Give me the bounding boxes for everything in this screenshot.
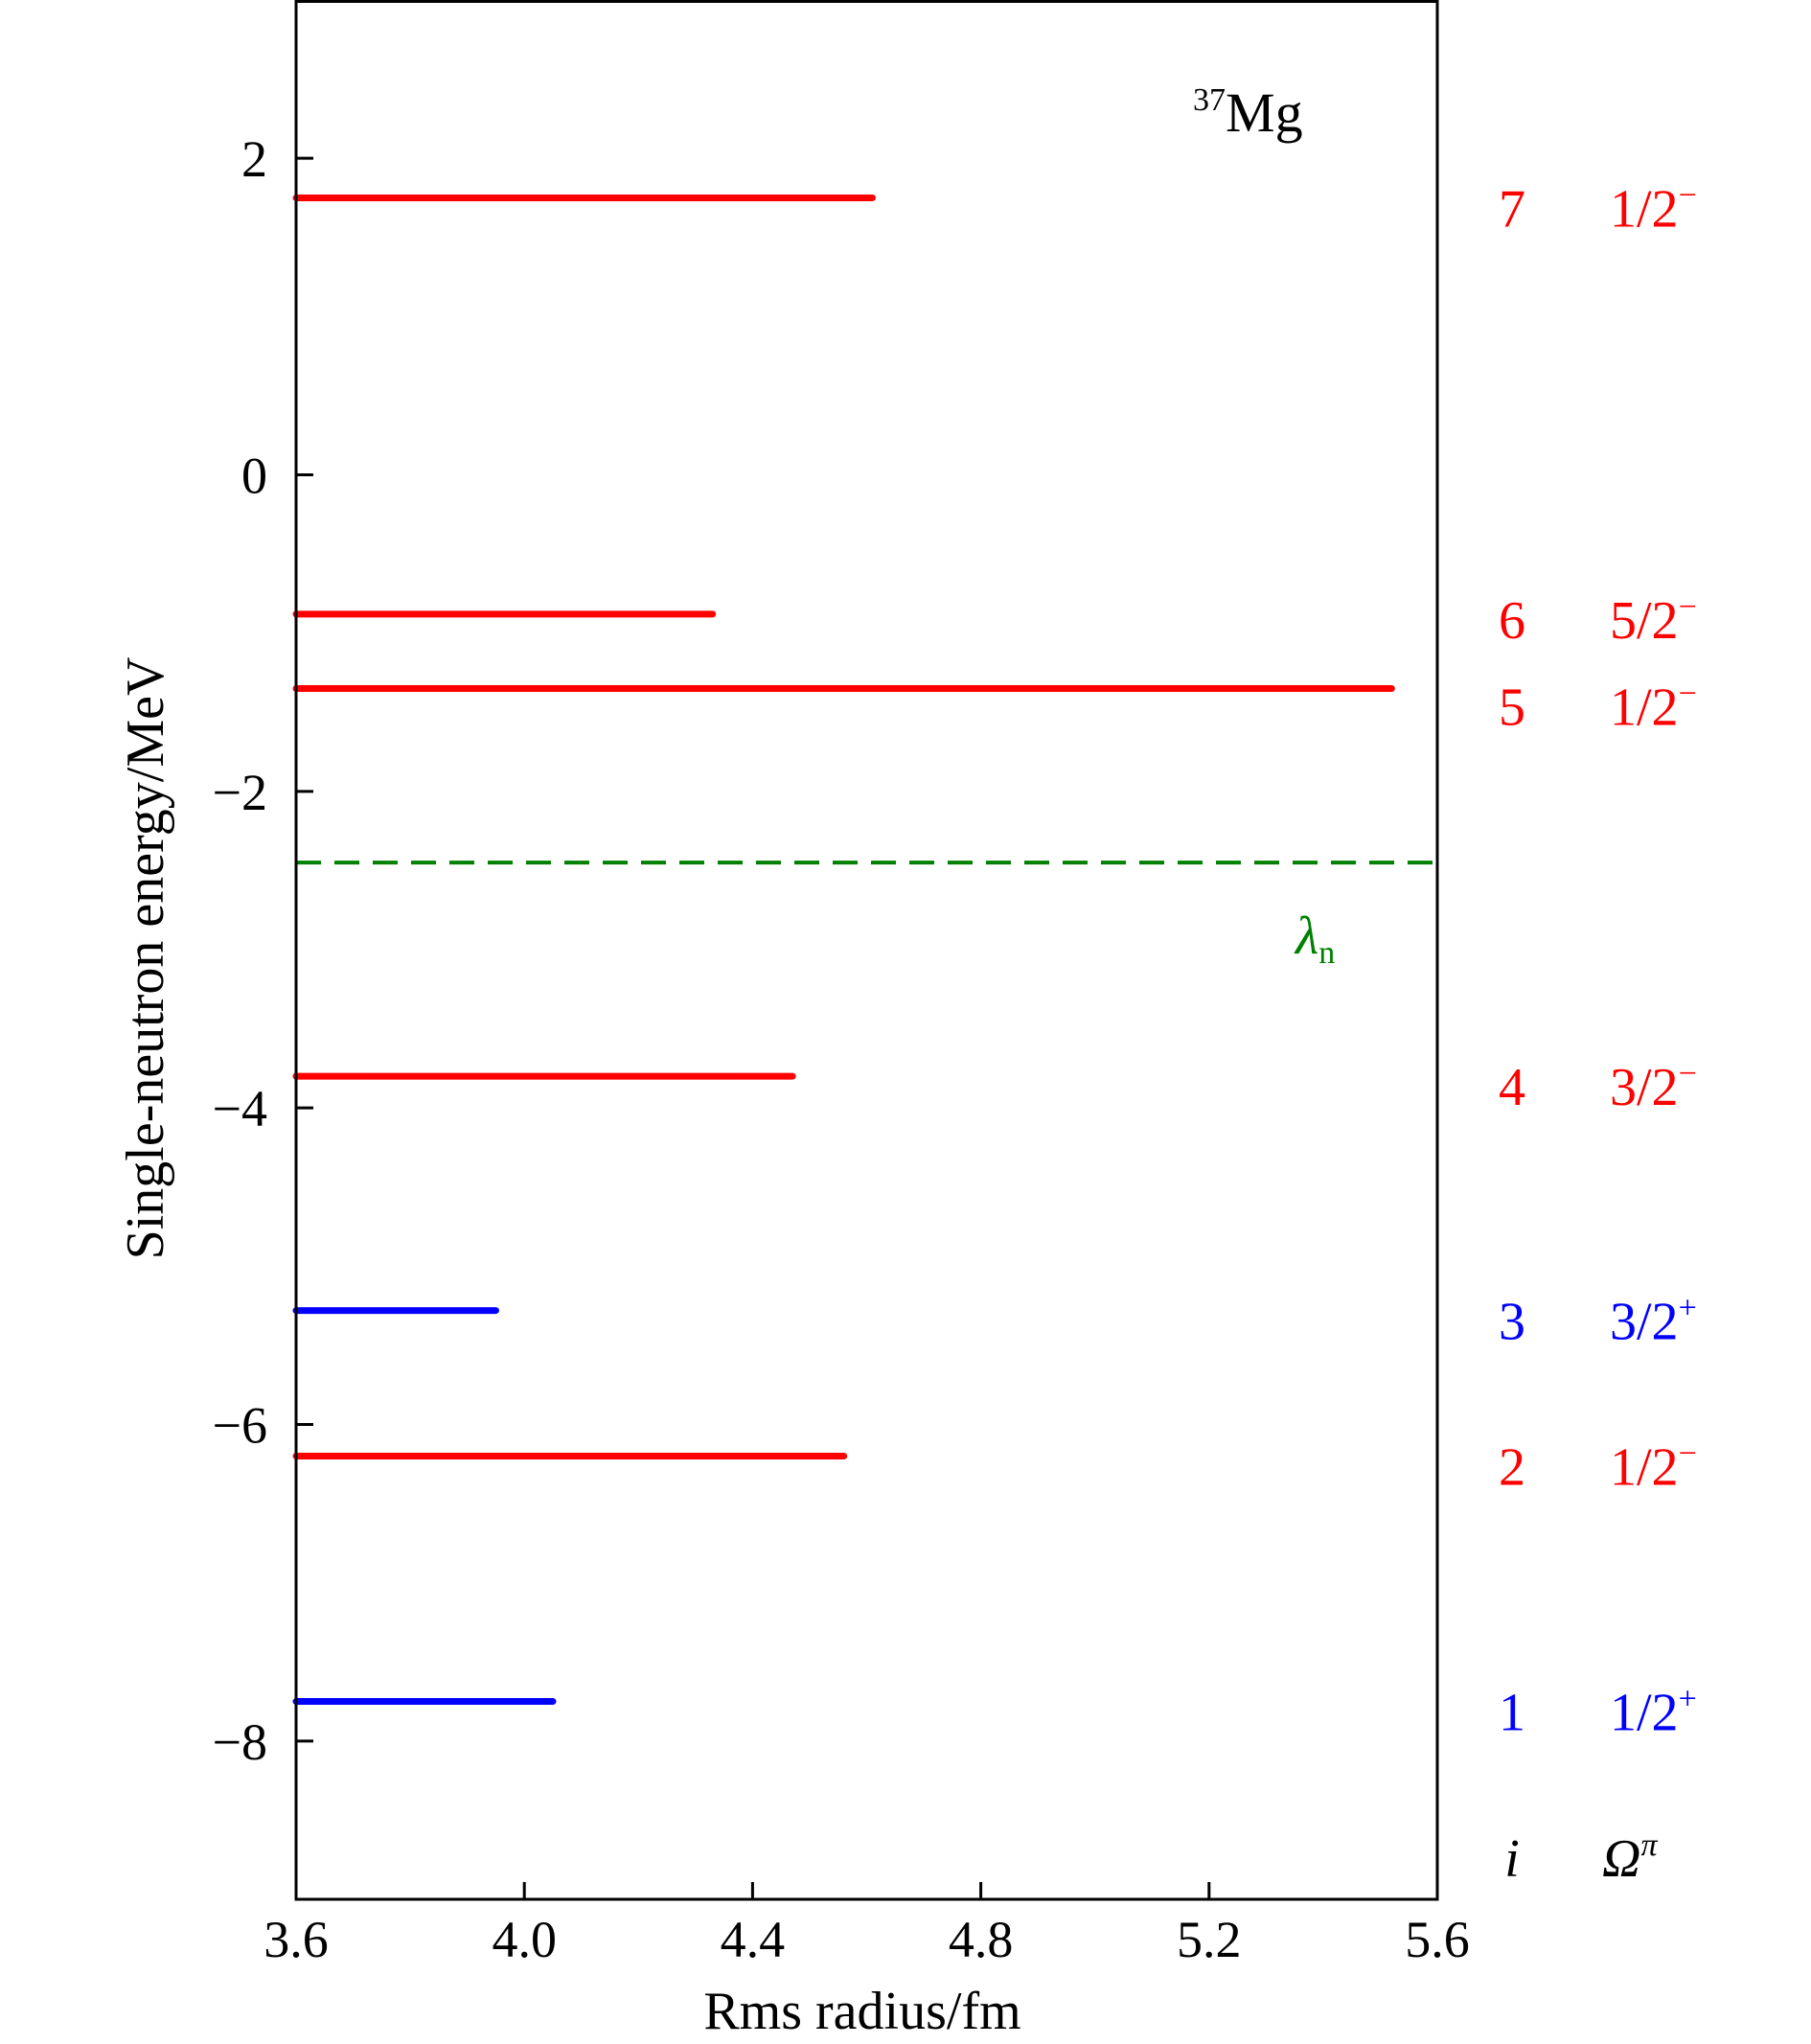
x-tick-label-5: 5.6 [1405,1911,1470,1968]
x-tick-label-2: 4.4 [721,1911,786,1968]
level-index-3: 3 [1499,1293,1525,1352]
x-tick-label-1: 4.0 [492,1911,557,1968]
fermi-level-subscript: n [1318,935,1335,971]
level-omega-6: 5/2− [1610,589,1697,651]
level-omega-7: 1/2− [1610,177,1697,239]
y-tick-label-4: −6 [213,1397,267,1455]
level-index-7: 7 [1499,179,1525,239]
level-omega-1: 1/2+ [1610,1682,1697,1743]
levels-layer [292,194,1395,1706]
level-omega-5: 1/2− [1610,676,1697,737]
x-tick-label-3: 4.8 [949,1911,1014,1968]
column-header-index: i [1504,1829,1520,1889]
level-index-1: 1 [1499,1684,1525,1743]
x-tick-label-0: 3.6 [264,1911,329,1968]
level-index-5: 5 [1499,678,1525,737]
ticks-layer: 3.6 4.0 4.4 4.8 5.2 5.6 2 0 −2 −4 −6 −8 [213,130,1470,1968]
level-omega-3: 3/2+ [1610,1291,1697,1352]
y-tick-label-1: 0 [241,448,267,505]
nucleus-symbol: Mg [1226,81,1303,144]
column-header-omega-sup: π [1641,1827,1659,1863]
nucleus-label: 37Mg [1193,81,1303,144]
y-tick-label-5: −8 [213,1713,267,1771]
y-tick-label-3: −4 [213,1080,267,1137]
plot-frame [294,0,1439,1901]
y-axis-label: Single-neutron energy/MeV [116,657,175,1260]
level-index-2: 2 [1499,1438,1525,1498]
y-tick-label-0: 2 [241,130,267,188]
column-header-omega-symbol: Ω [1602,1829,1641,1889]
state-labels: 1 1/2+ 2 1/2− 3 3/2+ 4 3/2− 5 1/2− 6 5/2− 7 1/2− [1499,177,1697,1742]
x-tick-label-4: 5.2 [1177,1911,1242,1968]
level-index-4: 4 [1499,1058,1525,1117]
fermi-level-symbol: λ [1294,907,1318,966]
fermi-level-label: λn [1294,907,1335,971]
level-omega-4: 3/2− [1610,1056,1697,1117]
column-header-omega: Ωπ [1602,1827,1659,1889]
nucleus-mass-number: 37 [1193,82,1226,118]
y-tick-label-2: −2 [213,764,267,821]
level-omega-2: 1/2− [1610,1436,1697,1498]
level-index-6: 6 [1499,591,1525,651]
x-axis-label: Rms radius/fm [703,1982,1020,2041]
